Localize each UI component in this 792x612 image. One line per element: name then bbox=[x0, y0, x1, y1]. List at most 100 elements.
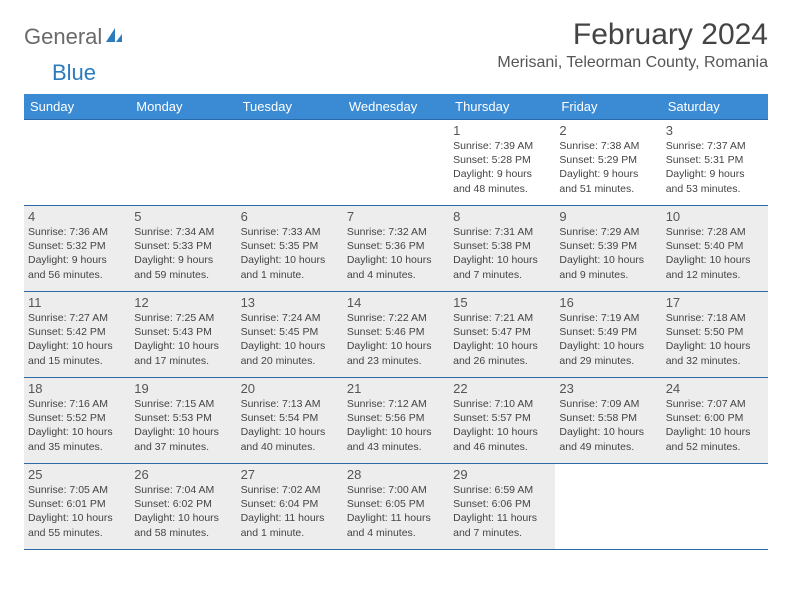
logo-word-1: General bbox=[24, 24, 102, 50]
sunrise-text: Sunrise: 7:12 AM bbox=[347, 397, 445, 411]
day-number: 22 bbox=[453, 381, 551, 396]
sunset-text: Sunset: 5:29 PM bbox=[559, 153, 657, 167]
calendar-day: 22Sunrise: 7:10 AMSunset: 5:57 PMDayligh… bbox=[449, 378, 555, 464]
calendar-day: 10Sunrise: 7:28 AMSunset: 5:40 PMDayligh… bbox=[662, 206, 768, 292]
calendar-week: 18Sunrise: 7:16 AMSunset: 5:52 PMDayligh… bbox=[24, 378, 768, 464]
calendar-day: 7Sunrise: 7:32 AMSunset: 5:36 PMDaylight… bbox=[343, 206, 449, 292]
day-sun-info: Sunrise: 7:19 AMSunset: 5:49 PMDaylight:… bbox=[559, 311, 657, 368]
day-sun-info: Sunrise: 7:02 AMSunset: 6:04 PMDaylight:… bbox=[241, 483, 339, 540]
day-sun-info: Sunrise: 7:29 AMSunset: 5:39 PMDaylight:… bbox=[559, 225, 657, 282]
day-number: 19 bbox=[134, 381, 232, 396]
day-number: 5 bbox=[134, 209, 232, 224]
dow-wednesday: Wednesday bbox=[343, 94, 449, 120]
calendar-day: 20Sunrise: 7:13 AMSunset: 5:54 PMDayligh… bbox=[237, 378, 343, 464]
day-sun-info: Sunrise: 7:28 AMSunset: 5:40 PMDaylight:… bbox=[666, 225, 764, 282]
day-number: 2 bbox=[559, 123, 657, 138]
calendar-day bbox=[555, 464, 661, 550]
day-number: 1 bbox=[453, 123, 551, 138]
day-number: 12 bbox=[134, 295, 232, 310]
sunrise-text: Sunrise: 7:24 AM bbox=[241, 311, 339, 325]
daylight-text: Daylight: 10 hours and 26 minutes. bbox=[453, 339, 551, 367]
daylight-text: Daylight: 10 hours and 40 minutes. bbox=[241, 425, 339, 453]
sunrise-text: Sunrise: 7:02 AM bbox=[241, 483, 339, 497]
daylight-text: Daylight: 10 hours and 23 minutes. bbox=[347, 339, 445, 367]
dow-thursday: Thursday bbox=[449, 94, 555, 120]
calendar-day: 19Sunrise: 7:15 AMSunset: 5:53 PMDayligh… bbox=[130, 378, 236, 464]
sunrise-text: Sunrise: 7:15 AM bbox=[134, 397, 232, 411]
sunset-text: Sunset: 5:50 PM bbox=[666, 325, 764, 339]
month-title: February 2024 bbox=[497, 18, 768, 52]
sunset-text: Sunset: 5:47 PM bbox=[453, 325, 551, 339]
calendar-day: 17Sunrise: 7:18 AMSunset: 5:50 PMDayligh… bbox=[662, 292, 768, 378]
daylight-text: Daylight: 10 hours and 46 minutes. bbox=[453, 425, 551, 453]
day-sun-info: Sunrise: 7:13 AMSunset: 5:54 PMDaylight:… bbox=[241, 397, 339, 454]
calendar-day: 1Sunrise: 7:39 AMSunset: 5:28 PMDaylight… bbox=[449, 120, 555, 206]
day-number: 13 bbox=[241, 295, 339, 310]
day-number: 8 bbox=[453, 209, 551, 224]
calendar-day: 27Sunrise: 7:02 AMSunset: 6:04 PMDayligh… bbox=[237, 464, 343, 550]
sunrise-text: Sunrise: 7:27 AM bbox=[28, 311, 126, 325]
day-number: 10 bbox=[666, 209, 764, 224]
calendar-day: 6Sunrise: 7:33 AMSunset: 5:35 PMDaylight… bbox=[237, 206, 343, 292]
daylight-text: Daylight: 11 hours and 4 minutes. bbox=[347, 511, 445, 539]
calendar-day: 23Sunrise: 7:09 AMSunset: 5:58 PMDayligh… bbox=[555, 378, 661, 464]
sunrise-text: Sunrise: 7:09 AM bbox=[559, 397, 657, 411]
daylight-text: Daylight: 10 hours and 43 minutes. bbox=[347, 425, 445, 453]
day-number: 4 bbox=[28, 209, 126, 224]
daylight-text: Daylight: 10 hours and 17 minutes. bbox=[134, 339, 232, 367]
day-number: 23 bbox=[559, 381, 657, 396]
sunrise-text: Sunrise: 7:36 AM bbox=[28, 225, 126, 239]
day-sun-info: Sunrise: 7:15 AMSunset: 5:53 PMDaylight:… bbox=[134, 397, 232, 454]
calendar-day: 21Sunrise: 7:12 AMSunset: 5:56 PMDayligh… bbox=[343, 378, 449, 464]
calendar-day: 18Sunrise: 7:16 AMSunset: 5:52 PMDayligh… bbox=[24, 378, 130, 464]
calendar-day: 11Sunrise: 7:27 AMSunset: 5:42 PMDayligh… bbox=[24, 292, 130, 378]
sunset-text: Sunset: 5:31 PM bbox=[666, 153, 764, 167]
sunset-text: Sunset: 5:58 PM bbox=[559, 411, 657, 425]
sunrise-text: Sunrise: 7:13 AM bbox=[241, 397, 339, 411]
day-sun-info: Sunrise: 7:00 AMSunset: 6:05 PMDaylight:… bbox=[347, 483, 445, 540]
sunrise-text: Sunrise: 7:05 AM bbox=[28, 483, 126, 497]
location-text: Merisani, Teleorman County, Romania bbox=[497, 54, 768, 72]
day-sun-info: Sunrise: 7:07 AMSunset: 6:00 PMDaylight:… bbox=[666, 397, 764, 454]
calendar-day: 4Sunrise: 7:36 AMSunset: 5:32 PMDaylight… bbox=[24, 206, 130, 292]
calendar-day: 26Sunrise: 7:04 AMSunset: 6:02 PMDayligh… bbox=[130, 464, 236, 550]
day-sun-info: Sunrise: 7:38 AMSunset: 5:29 PMDaylight:… bbox=[559, 139, 657, 196]
day-sun-info: Sunrise: 7:22 AMSunset: 5:46 PMDaylight:… bbox=[347, 311, 445, 368]
calendar-table: Sunday Monday Tuesday Wednesday Thursday… bbox=[24, 94, 768, 550]
dow-tuesday: Tuesday bbox=[237, 94, 343, 120]
dow-saturday: Saturday bbox=[662, 94, 768, 120]
daylight-text: Daylight: 11 hours and 7 minutes. bbox=[453, 511, 551, 539]
daylight-text: Daylight: 10 hours and 9 minutes. bbox=[559, 253, 657, 281]
sunrise-text: Sunrise: 7:07 AM bbox=[666, 397, 764, 411]
daylight-text: Daylight: 10 hours and 4 minutes. bbox=[347, 253, 445, 281]
sunset-text: Sunset: 6:05 PM bbox=[347, 497, 445, 511]
sunset-text: Sunset: 5:39 PM bbox=[559, 239, 657, 253]
day-sun-info: Sunrise: 7:21 AMSunset: 5:47 PMDaylight:… bbox=[453, 311, 551, 368]
day-number: 3 bbox=[666, 123, 764, 138]
sunset-text: Sunset: 5:46 PM bbox=[347, 325, 445, 339]
sunrise-text: Sunrise: 7:18 AM bbox=[666, 311, 764, 325]
calendar-day: 5Sunrise: 7:34 AMSunset: 5:33 PMDaylight… bbox=[130, 206, 236, 292]
sunset-text: Sunset: 5:38 PM bbox=[453, 239, 551, 253]
sunset-text: Sunset: 6:01 PM bbox=[28, 497, 126, 511]
day-sun-info: Sunrise: 7:16 AMSunset: 5:52 PMDaylight:… bbox=[28, 397, 126, 454]
day-sun-info: Sunrise: 7:33 AMSunset: 5:35 PMDaylight:… bbox=[241, 225, 339, 282]
sunrise-text: Sunrise: 7:19 AM bbox=[559, 311, 657, 325]
sunset-text: Sunset: 5:35 PM bbox=[241, 239, 339, 253]
daylight-text: Daylight: 10 hours and 7 minutes. bbox=[453, 253, 551, 281]
day-sun-info: Sunrise: 7:25 AMSunset: 5:43 PMDaylight:… bbox=[134, 311, 232, 368]
sunset-text: Sunset: 6:00 PM bbox=[666, 411, 764, 425]
daylight-text: Daylight: 10 hours and 12 minutes. bbox=[666, 253, 764, 281]
sunset-text: Sunset: 5:54 PM bbox=[241, 411, 339, 425]
sunset-text: Sunset: 5:43 PM bbox=[134, 325, 232, 339]
calendar-day: 15Sunrise: 7:21 AMSunset: 5:47 PMDayligh… bbox=[449, 292, 555, 378]
dow-monday: Monday bbox=[130, 94, 236, 120]
sunrise-text: Sunrise: 7:21 AM bbox=[453, 311, 551, 325]
day-number: 16 bbox=[559, 295, 657, 310]
sunrise-text: Sunrise: 7:10 AM bbox=[453, 397, 551, 411]
day-sun-info: Sunrise: 7:10 AMSunset: 5:57 PMDaylight:… bbox=[453, 397, 551, 454]
day-number: 20 bbox=[241, 381, 339, 396]
day-number: 14 bbox=[347, 295, 445, 310]
day-sun-info: Sunrise: 7:24 AMSunset: 5:45 PMDaylight:… bbox=[241, 311, 339, 368]
calendar-day: 13Sunrise: 7:24 AMSunset: 5:45 PMDayligh… bbox=[237, 292, 343, 378]
